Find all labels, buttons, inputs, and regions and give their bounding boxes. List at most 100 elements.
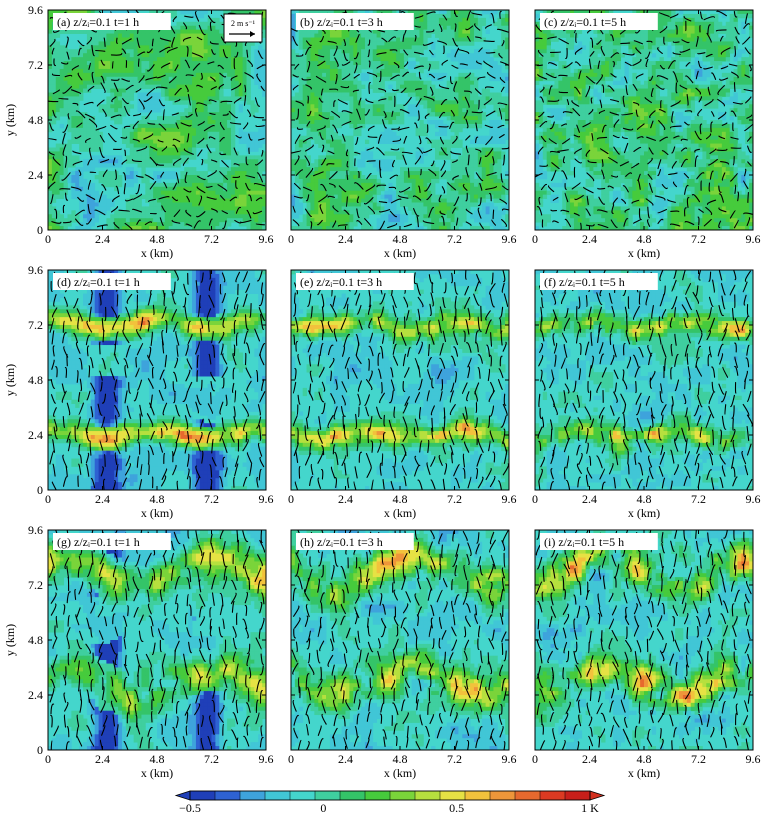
wind-vector [255, 637, 262, 650]
wind-vector [88, 294, 93, 305]
wind-vector [671, 279, 677, 292]
wind-vector [477, 438, 484, 453]
wind-vector [186, 46, 189, 57]
wind-vector [114, 379, 118, 391]
wind-vector [719, 477, 724, 489]
wind-vector [319, 342, 324, 356]
wind-vector [501, 208, 509, 211]
wind-vector [66, 402, 71, 416]
wind-vector [243, 735, 250, 747]
wind-vector [745, 357, 750, 368]
wind-vector [564, 426, 569, 440]
wind-vector [320, 601, 323, 614]
wind-vector [430, 604, 435, 617]
wind-vector [417, 308, 421, 321]
wind-vector [648, 352, 653, 366]
wind-vector [439, 306, 444, 322]
wind-vector [110, 676, 114, 687]
wind-vector [173, 531, 181, 545]
wind-vector [585, 149, 591, 157]
wind-vector [122, 477, 128, 487]
wind-vector [344, 582, 349, 594]
wind-vector [489, 294, 495, 308]
wind-vector [186, 711, 189, 724]
panel-label-box [296, 533, 414, 550]
wind-vector [596, 39, 602, 45]
wind-vector [706, 590, 712, 604]
wind-vector [379, 593, 383, 606]
wind-vector [292, 219, 300, 227]
wind-vector [49, 39, 56, 47]
wind-vector [633, 40, 643, 45]
wind-vector [695, 679, 701, 690]
wind-vector [182, 684, 188, 700]
wind-vector [335, 379, 338, 390]
x-tick-label: 7.2 [447, 752, 462, 766]
wind-vector [66, 591, 71, 604]
wind-vector [680, 138, 688, 142]
wind-vector [661, 184, 668, 190]
wind-vector [121, 78, 130, 82]
wind-vector [296, 404, 299, 416]
wind-vector [151, 642, 156, 656]
wind-vector [87, 158, 93, 166]
wind-vector [475, 281, 480, 292]
wind-vector [649, 688, 654, 702]
wind-vector [354, 136, 359, 145]
wind-vector [101, 358, 106, 370]
wind-vector [222, 353, 228, 365]
wind-vector [476, 532, 480, 544]
wind-vector [185, 85, 189, 93]
wind-vector [561, 170, 568, 180]
wind-vector [176, 480, 179, 490]
wind-vector [430, 617, 434, 629]
wind-vector [332, 205, 339, 213]
colorbar-swatch [289, 790, 316, 801]
wind-vector [450, 76, 454, 85]
x-tick-label: 2.4 [582, 752, 597, 766]
wind-vector [403, 627, 409, 637]
wind-vector [706, 199, 717, 205]
wind-vector [393, 440, 396, 456]
wind-vector [160, 171, 165, 178]
wind-vector [52, 109, 57, 118]
wind-vector [210, 371, 216, 382]
wind-vector [720, 391, 727, 403]
wind-vector [467, 366, 471, 379]
wind-vector [733, 651, 737, 664]
wind-vector [442, 478, 446, 490]
wind-vector [212, 344, 216, 358]
wind-vector [458, 49, 470, 55]
wind-vector [367, 686, 373, 699]
wind-vector [442, 664, 447, 678]
wind-vector [663, 36, 666, 45]
wind-vector [185, 74, 194, 77]
wind-vector [734, 564, 737, 576]
wind-vector [483, 40, 495, 43]
wind-vector [684, 407, 688, 418]
wind-vector [90, 382, 96, 395]
wind-vector [340, 406, 346, 417]
x-axis-title: x (km) [141, 246, 173, 260]
wind-vector [78, 357, 83, 370]
wind-vector [660, 404, 667, 416]
wind-vector [139, 413, 142, 428]
wind-vector [51, 47, 55, 55]
x-tick-label: 7.2 [691, 232, 706, 246]
wind-vector [370, 440, 374, 453]
wind-vector [89, 357, 94, 369]
wind-vector [183, 188, 192, 193]
panels-layer: 0 2.4 4.8 7.2 9.602.44.87.29.6x (km)y (km)(a… [3, 3, 761, 780]
wind-vector [427, 439, 430, 453]
wind-vector [134, 689, 140, 702]
wind-vector [747, 690, 752, 704]
wind-vector [171, 196, 179, 202]
wind-vector [206, 431, 212, 444]
wind-vector [295, 100, 304, 107]
wind-vector [685, 724, 689, 736]
wind-vector [125, 198, 134, 202]
wind-vector [607, 156, 618, 164]
wind-vector [431, 417, 434, 433]
wind-vector [365, 184, 376, 192]
wind-vector [626, 567, 630, 579]
